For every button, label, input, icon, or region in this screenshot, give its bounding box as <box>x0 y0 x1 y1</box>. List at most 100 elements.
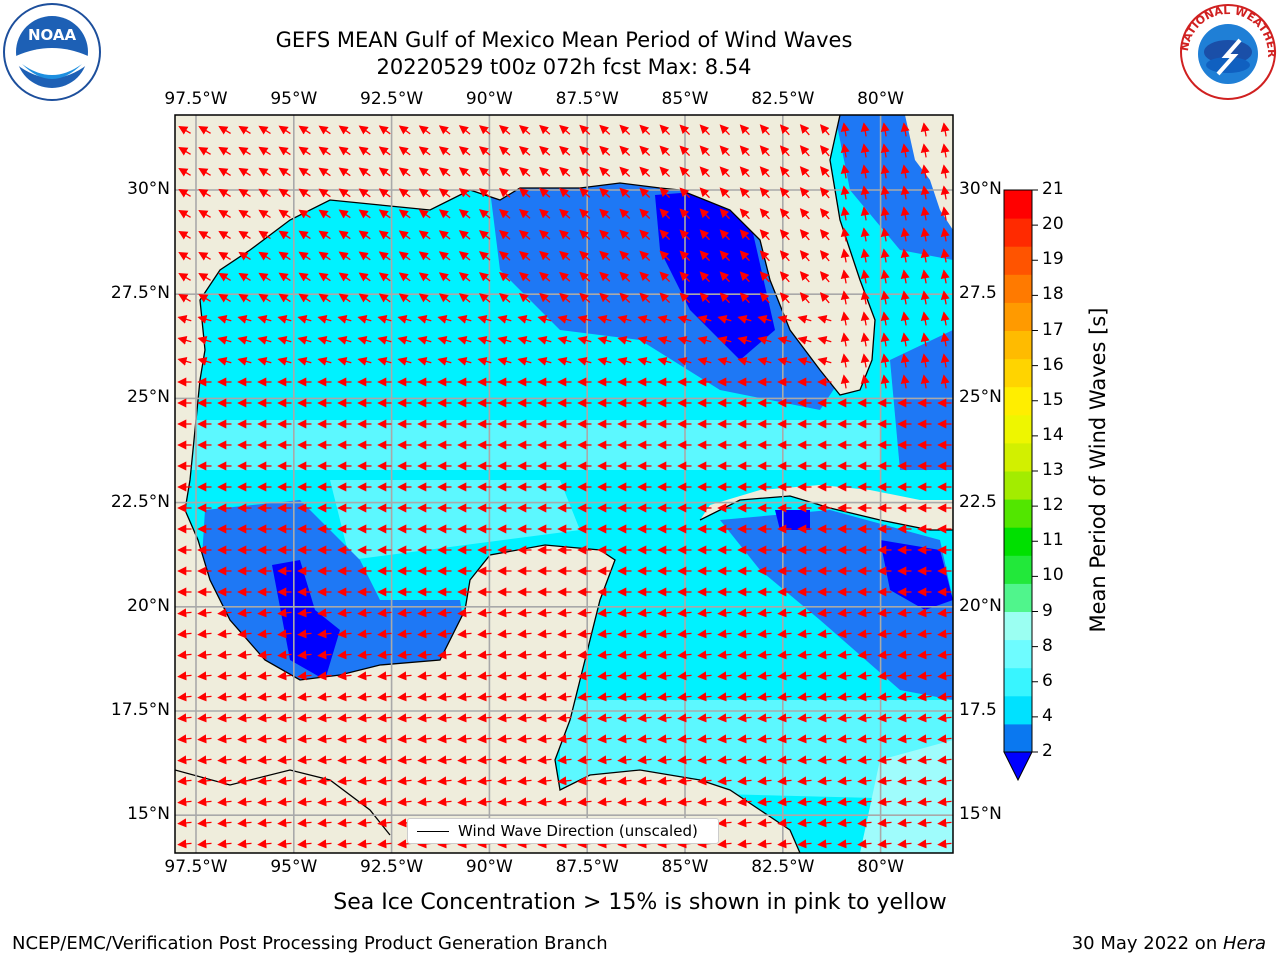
wind-wave-arrow <box>377 797 392 807</box>
wind-wave-arrow <box>900 143 910 158</box>
wind-wave-arrow <box>920 164 930 179</box>
wind-wave-arrow <box>258 293 271 303</box>
wind-wave-arrow <box>517 314 532 324</box>
wind-wave-arrow <box>577 776 592 786</box>
wind-wave-arrow <box>880 311 890 326</box>
wind-wave-arrow <box>537 650 552 660</box>
wind-wave-arrow <box>940 143 950 158</box>
wind-wave-arrow <box>897 776 912 786</box>
colorbar-tick-label: 9 <box>1042 600 1053 621</box>
wind-wave-arrow <box>900 374 910 389</box>
wind-wave-arrow <box>797 818 812 828</box>
wind-wave-arrow <box>218 146 231 156</box>
wind-wave-arrow <box>900 227 910 242</box>
wind-wave-arrow <box>840 269 850 284</box>
wind-wave-arrow <box>900 269 910 284</box>
wind-wave-arrow <box>900 164 910 179</box>
wind-wave-arrow <box>297 776 312 786</box>
wind-wave-arrow <box>860 290 870 305</box>
wind-wave-arrow <box>917 629 932 639</box>
colorbar-segment <box>1004 471 1032 500</box>
wind-wave-arrow <box>317 755 332 765</box>
wind-wave-arrow <box>559 271 571 282</box>
wind-wave-arrow <box>417 314 432 324</box>
wind-wave-arrow <box>799 166 810 178</box>
wind-wave-arrow <box>337 734 352 744</box>
wind-wave-arrow <box>557 692 572 702</box>
wind-wave-arrow <box>677 629 692 639</box>
wind-wave-arrow <box>237 839 252 849</box>
wind-wave-arrow <box>797 839 812 849</box>
wind-wave-arrow <box>639 250 651 261</box>
wind-wave-arrow <box>597 755 612 765</box>
wind-wave-arrow <box>517 692 532 702</box>
wind-wave-arrow <box>717 797 732 807</box>
wind-wave-arrow <box>797 692 812 702</box>
wind-wave-arrow <box>637 797 652 807</box>
colorbar-segment <box>1004 246 1032 275</box>
wind-wave-arrow <box>377 335 392 345</box>
wind-wave-arrow <box>298 188 311 198</box>
wind-wave-arrow <box>737 734 752 744</box>
wind-wave-arrow <box>599 292 611 303</box>
wind-wave-arrow <box>198 147 211 156</box>
wind-wave-arrow <box>617 629 632 639</box>
wind-wave-arrow <box>579 271 591 282</box>
wind-wave-arrow <box>257 734 272 744</box>
wind-wave-arrow <box>679 166 691 178</box>
wind-wave-arrow <box>358 251 371 261</box>
wind-wave-arrow <box>357 629 372 639</box>
wind-wave-arrow <box>777 839 792 849</box>
wind-wave-arrow <box>177 335 192 345</box>
wind-wave-arrow <box>617 692 632 702</box>
wind-wave-arrow <box>777 356 792 366</box>
wind-wave-arrow <box>297 356 312 366</box>
wind-wave-arrow <box>298 146 311 156</box>
wind-wave-arrow <box>880 332 890 347</box>
wind-wave-arrow <box>557 356 572 366</box>
wind-wave-arrow <box>378 167 391 177</box>
wind-wave-arrow <box>877 797 892 807</box>
wind-wave-arrow <box>197 335 212 345</box>
wind-wave-arrow <box>457 356 472 366</box>
wind-wave-arrow <box>659 271 671 283</box>
wind-wave-arrow <box>497 356 512 366</box>
map-plot-area <box>175 115 953 853</box>
wind-wave-arrow <box>837 671 852 681</box>
wind-wave-arrow <box>499 271 511 282</box>
wind-wave-arrow <box>417 776 432 786</box>
wind-wave-arrow <box>697 797 712 807</box>
wind-wave-arrow <box>797 776 812 786</box>
wind-wave-arrow <box>237 692 252 702</box>
wind-wave-arrow <box>438 251 451 261</box>
wind-wave-arrow <box>438 188 451 198</box>
wind-wave-arrow <box>699 271 710 283</box>
wind-wave-arrow <box>337 818 352 828</box>
wind-wave-arrow <box>677 734 692 744</box>
wind-wave-arrow <box>617 713 632 723</box>
wind-wave-arrow <box>257 839 272 849</box>
wind-wave-arrow <box>619 250 631 261</box>
wind-wave-arrow <box>317 650 332 660</box>
wind-wave-arrow <box>537 797 552 807</box>
wind-wave-arrow <box>237 335 252 345</box>
wind-wave-arrow <box>797 335 812 345</box>
wind-wave-arrow <box>699 124 710 136</box>
wind-wave-arrow <box>257 335 272 345</box>
wind-wave-arrow <box>840 143 850 158</box>
wind-wave-arrow <box>717 818 732 828</box>
latitude-tick-label: 22.5°N <box>110 491 170 512</box>
wind-wave-arrow <box>679 271 691 283</box>
wind-wave-arrow <box>438 167 451 177</box>
wind-wave-arrow <box>257 650 272 660</box>
wind-wave-arrow <box>559 292 571 303</box>
wind-wave-arrow <box>677 713 692 723</box>
wind-wave-arrow <box>277 734 292 744</box>
colorbar-tick-label: 4 <box>1042 705 1053 726</box>
wind-wave-arrow <box>679 187 691 199</box>
wind-wave-arrow <box>777 335 792 345</box>
wind-wave-arrow <box>297 314 312 324</box>
wind-wave-arrow <box>458 209 471 219</box>
wind-wave-arrow <box>559 208 571 219</box>
wind-wave-arrow <box>619 292 631 303</box>
